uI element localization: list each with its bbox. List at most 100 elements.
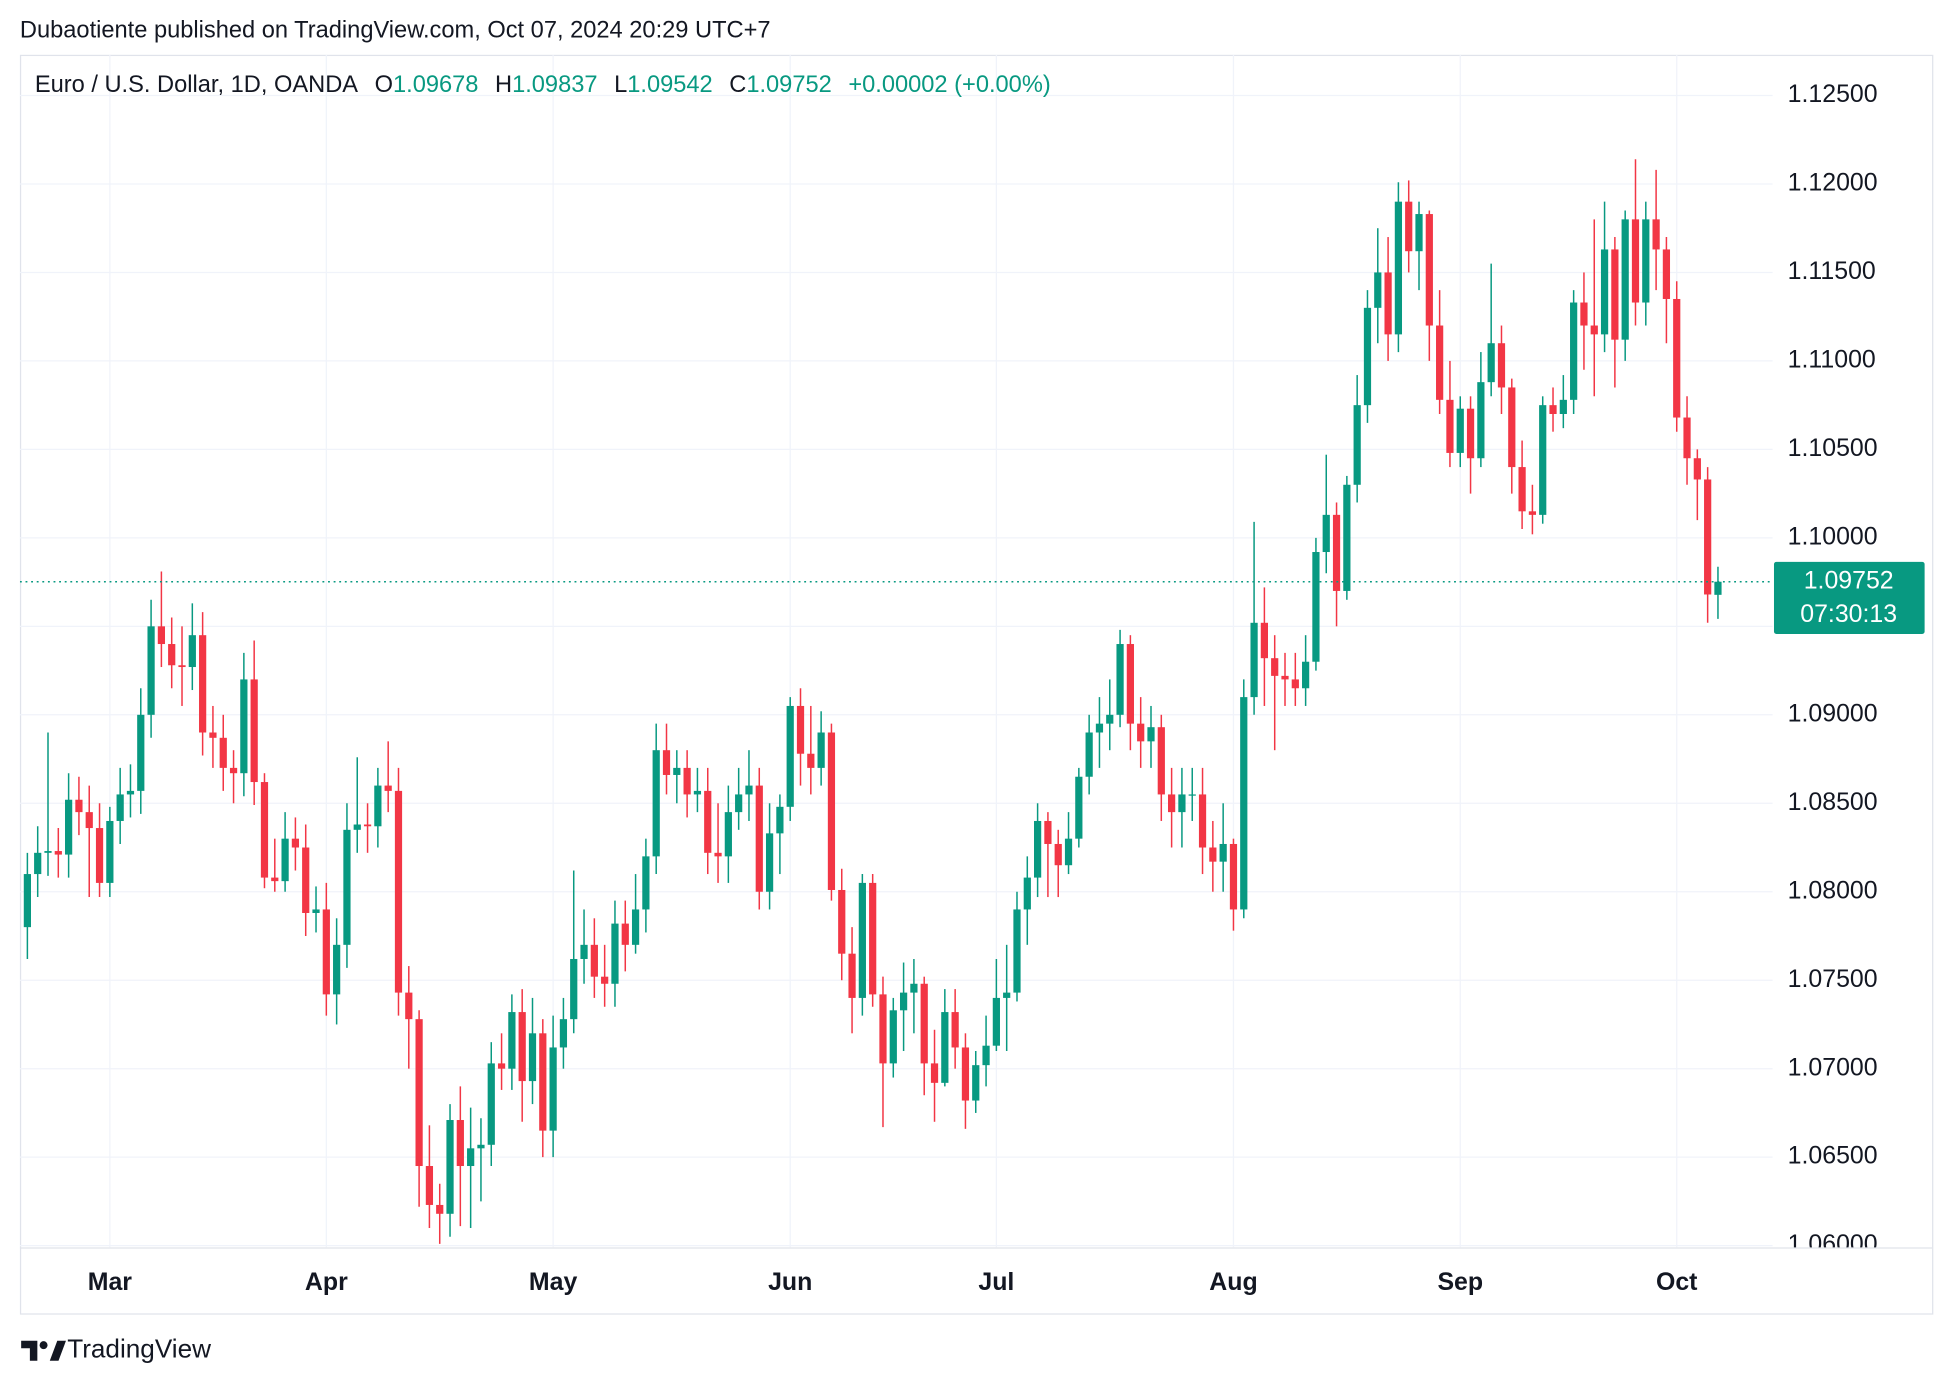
candle-body — [467, 1148, 475, 1167]
candle-body — [1168, 794, 1176, 813]
candle-body — [260, 782, 269, 878]
candle-body — [1147, 727, 1155, 742]
candle-body — [1477, 382, 1485, 459]
y-tick-label: 1.12000 — [1788, 169, 1878, 197]
candle-body — [1714, 581, 1722, 595]
candle-body — [714, 852, 722, 857]
y-tick-label: 1.06500 — [1788, 1142, 1878, 1170]
logo-mark — [49, 1340, 66, 1361]
candle-body — [755, 785, 763, 892]
candle-body — [405, 992, 413, 1020]
candle-body — [147, 626, 155, 715]
candle-body — [291, 838, 300, 848]
candle-body — [250, 679, 258, 783]
candle-body — [879, 994, 887, 1064]
candle-body — [1590, 325, 1598, 335]
brand: TradingView — [67, 1334, 211, 1364]
candle-body — [930, 1063, 939, 1083]
candle-body — [765, 833, 774, 892]
candle-body — [972, 1065, 980, 1101]
y-tick-label: 1.09000 — [1788, 699, 1878, 727]
candle-body — [704, 790, 712, 853]
logo-mark — [21, 1340, 38, 1361]
candle-body — [662, 750, 671, 775]
last-price-box — [1773, 561, 1925, 635]
candle-body — [1528, 511, 1537, 515]
y-tick-label: 1.08500 — [1788, 788, 1878, 816]
x-tick-label: Aug — [1209, 1268, 1257, 1296]
candle-body — [1229, 843, 1238, 910]
x-tick-label: Oct — [1656, 1268, 1697, 1296]
candle-body — [116, 794, 124, 821]
candle-body — [1580, 302, 1588, 326]
candle-body — [415, 1019, 423, 1167]
candle-body — [436, 1204, 444, 1214]
candle-body — [590, 944, 598, 977]
candle-body — [838, 889, 846, 954]
candle-body — [1508, 387, 1516, 468]
candle-body — [1332, 514, 1341, 591]
candle-body — [85, 812, 93, 829]
candle-body — [199, 635, 207, 733]
candle-body — [1219, 843, 1227, 862]
candle-body — [322, 909, 330, 995]
candle-body — [363, 824, 372, 827]
candle-body — [1704, 479, 1712, 595]
candle-body — [343, 829, 351, 945]
candle-body — [477, 1144, 485, 1149]
candle-body — [219, 737, 227, 768]
candle-body — [1157, 727, 1165, 795]
candle-body — [188, 635, 196, 668]
candle-body — [1302, 661, 1310, 689]
candle-body — [302, 847, 310, 913]
candle-body — [1570, 302, 1578, 400]
candle-body — [54, 851, 62, 855]
candles — [19, 159, 1773, 1244]
candle-body — [229, 767, 238, 774]
candle-body — [1240, 697, 1248, 910]
candle-body — [1281, 675, 1289, 680]
candle-body — [1198, 794, 1207, 848]
candle-body — [1033, 820, 1042, 878]
candle-body — [1683, 417, 1691, 459]
candle-body — [1518, 467, 1526, 512]
candle-body — [126, 790, 135, 795]
candle-body — [333, 944, 341, 995]
x-tick-label: Jun — [768, 1268, 812, 1296]
candle-body — [1250, 622, 1258, 698]
candle-body — [1384, 272, 1392, 335]
candle-body — [570, 958, 578, 1020]
candle-body — [384, 785, 392, 791]
candle-body — [518, 1012, 526, 1082]
candle-body — [1394, 201, 1403, 335]
candle-body — [1631, 219, 1640, 303]
y-tick-label: 1.06000 — [1788, 1230, 1878, 1258]
candle-body — [631, 909, 640, 945]
candle-body — [961, 1047, 970, 1101]
candle-body — [1291, 679, 1299, 689]
ohlc-value: 1.09752 — [746, 72, 831, 98]
ohlc-letter: H — [495, 72, 512, 98]
candle-body — [549, 1047, 557, 1131]
candle-body — [1044, 820, 1052, 844]
candle-body — [796, 705, 805, 754]
candle-body — [23, 874, 31, 928]
candle-body — [75, 799, 83, 813]
candle-body — [1466, 408, 1475, 459]
candle-body — [1260, 622, 1268, 659]
x-tick-label: May — [529, 1268, 578, 1296]
candle-body — [1312, 552, 1320, 662]
candle-body — [446, 1120, 454, 1214]
last-price-label: 1.09752 — [1804, 566, 1894, 594]
ohlc-letter: C — [729, 72, 746, 98]
candle-body — [1106, 714, 1114, 724]
y-tick-label: 1.12500 — [1788, 80, 1878, 108]
candle-body — [95, 828, 104, 883]
candle-body — [899, 992, 908, 1011]
candle-body — [456, 1120, 464, 1167]
candle-body — [1188, 794, 1196, 796]
candle-body — [1539, 405, 1547, 515]
ohlc-value: 1.09837 — [512, 72, 597, 98]
ohlc-value: 1.09542 — [627, 72, 712, 98]
